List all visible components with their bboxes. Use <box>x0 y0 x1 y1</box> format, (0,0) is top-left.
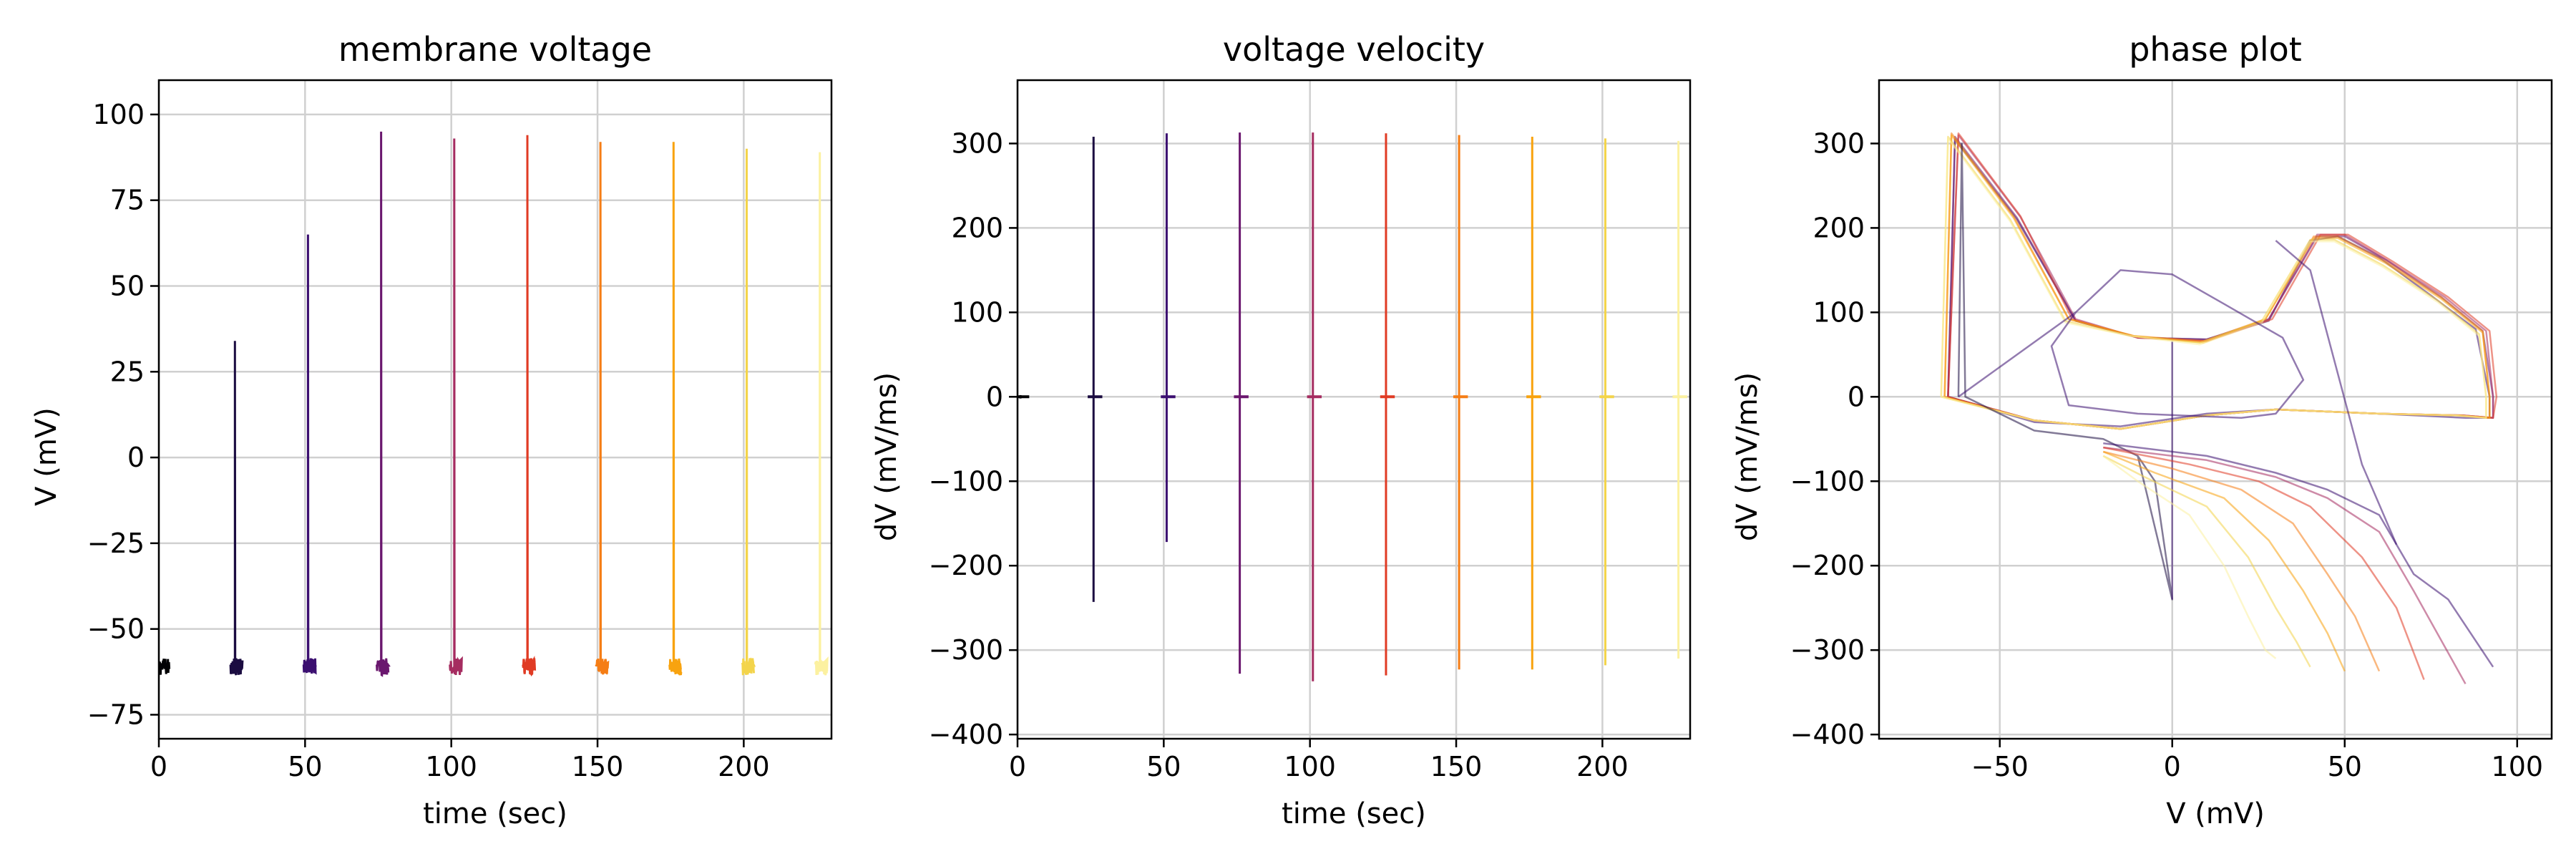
phase-trajectory <box>2103 446 2425 680</box>
y-tick-label: 0 <box>986 381 1003 412</box>
x-axis-label: time (sec) <box>1282 797 1426 830</box>
y-tick-label: −75 <box>87 699 145 730</box>
y-axis-label: V (mV) <box>30 407 63 506</box>
y-tick-label: −50 <box>87 613 145 645</box>
phase-trajectory <box>1940 135 2487 430</box>
phase-trajectory <box>2102 455 2277 659</box>
x-tick-label: 200 <box>718 751 770 782</box>
x-tick-label: 50 <box>288 751 322 782</box>
y-tick-label: 200 <box>951 212 1003 243</box>
panel-title: voltage velocity <box>1223 30 1485 69</box>
voltage-trace <box>449 138 463 675</box>
phase-trajectory <box>2103 442 2494 668</box>
panel-title: membrane voltage <box>338 30 652 69</box>
voltage-trace <box>595 142 610 675</box>
x-axis-label: time (sec) <box>423 797 567 830</box>
x-tick-label: 100 <box>2492 751 2544 782</box>
axes-frame <box>1016 79 1692 740</box>
x-tick-label: 100 <box>1284 751 1336 782</box>
voltage-trace <box>522 135 537 676</box>
y-tick-label: −200 <box>929 550 1003 581</box>
y-axis-label: dV (mV/ms) <box>1731 372 1764 541</box>
y-tick-label: 100 <box>951 296 1003 328</box>
phase-trajectory <box>1958 269 2305 419</box>
x-tick-label: 200 <box>1576 751 1629 782</box>
y-tick-label: −200 <box>1790 550 1865 581</box>
y-tick-label: 75 <box>110 185 145 216</box>
y-tick-label: −400 <box>929 719 1003 750</box>
y-tick-label: −100 <box>929 465 1003 497</box>
phase-trajectory <box>2102 455 2311 668</box>
y-tick-label: −300 <box>929 634 1003 666</box>
y-tick-label: 300 <box>951 127 1003 159</box>
phase-plot-panel: phase plot V (mV) dV (mV/ms) −50 0 50 100 −4… <box>1731 30 2553 830</box>
y-axis-label: dV (mV/ms) <box>870 372 903 541</box>
voltage-trace <box>814 152 829 676</box>
x-tick-label: 150 <box>1430 751 1483 782</box>
phase-trajectory <box>2102 450 2346 672</box>
x-axis-label: V (mV) <box>2166 797 2265 830</box>
x-tick-label: 0 <box>2164 751 2181 782</box>
y-tick-label: −25 <box>87 528 145 559</box>
y-tick-label: 0 <box>127 442 145 473</box>
data-layer <box>1018 132 1687 681</box>
y-tick-label: 300 <box>1813 127 1865 159</box>
x-tick-label: 0 <box>1009 751 1026 782</box>
x-tick-label: 50 <box>1146 751 1181 782</box>
voltage-trace <box>229 341 244 676</box>
membrane-voltage-panel: membrane voltage time (sec) V (mV) 0 50 10… <box>30 30 833 830</box>
y-tick-label: −400 <box>1790 719 1865 750</box>
panel-title: phase plot <box>2129 30 2302 69</box>
phase-trajectory <box>2275 240 2398 545</box>
y-tick-label: −100 <box>1790 465 1865 497</box>
y-tick-label: 50 <box>110 271 145 302</box>
data-layer <box>1940 132 2498 684</box>
x-tick-label: 100 <box>425 751 477 782</box>
voltage-trace <box>376 131 391 677</box>
x-tick-label: 0 <box>150 751 167 782</box>
voltage-velocity-panel: voltage velocity time (sec) dV (mV/ms) 0… <box>870 30 1692 830</box>
y-tick-label: −300 <box>1790 634 1865 666</box>
phase-trajectory <box>1957 142 2173 601</box>
y-tick-label: 100 <box>92 99 145 130</box>
y-tick-label: 100 <box>1813 296 1865 328</box>
phase-trajectory <box>2103 450 2381 672</box>
voltage-trace <box>668 142 683 676</box>
axes-frame <box>1878 79 2553 740</box>
phase-trajectory <box>1940 137 2487 430</box>
axes-frame <box>157 79 833 740</box>
y-tick-label: 25 <box>110 356 145 387</box>
x-tick-label: 150 <box>572 751 624 782</box>
phase-trajectory <box>2103 446 2467 684</box>
voltage-trace <box>741 148 756 676</box>
x-tick-label: 50 <box>2328 751 2362 782</box>
x-tick-label: −50 <box>1971 751 2029 782</box>
y-tick-label: 0 <box>1848 381 1865 412</box>
voltage-trace <box>302 234 317 675</box>
data-layer <box>159 131 829 677</box>
y-tick-label: 200 <box>1813 212 1865 243</box>
